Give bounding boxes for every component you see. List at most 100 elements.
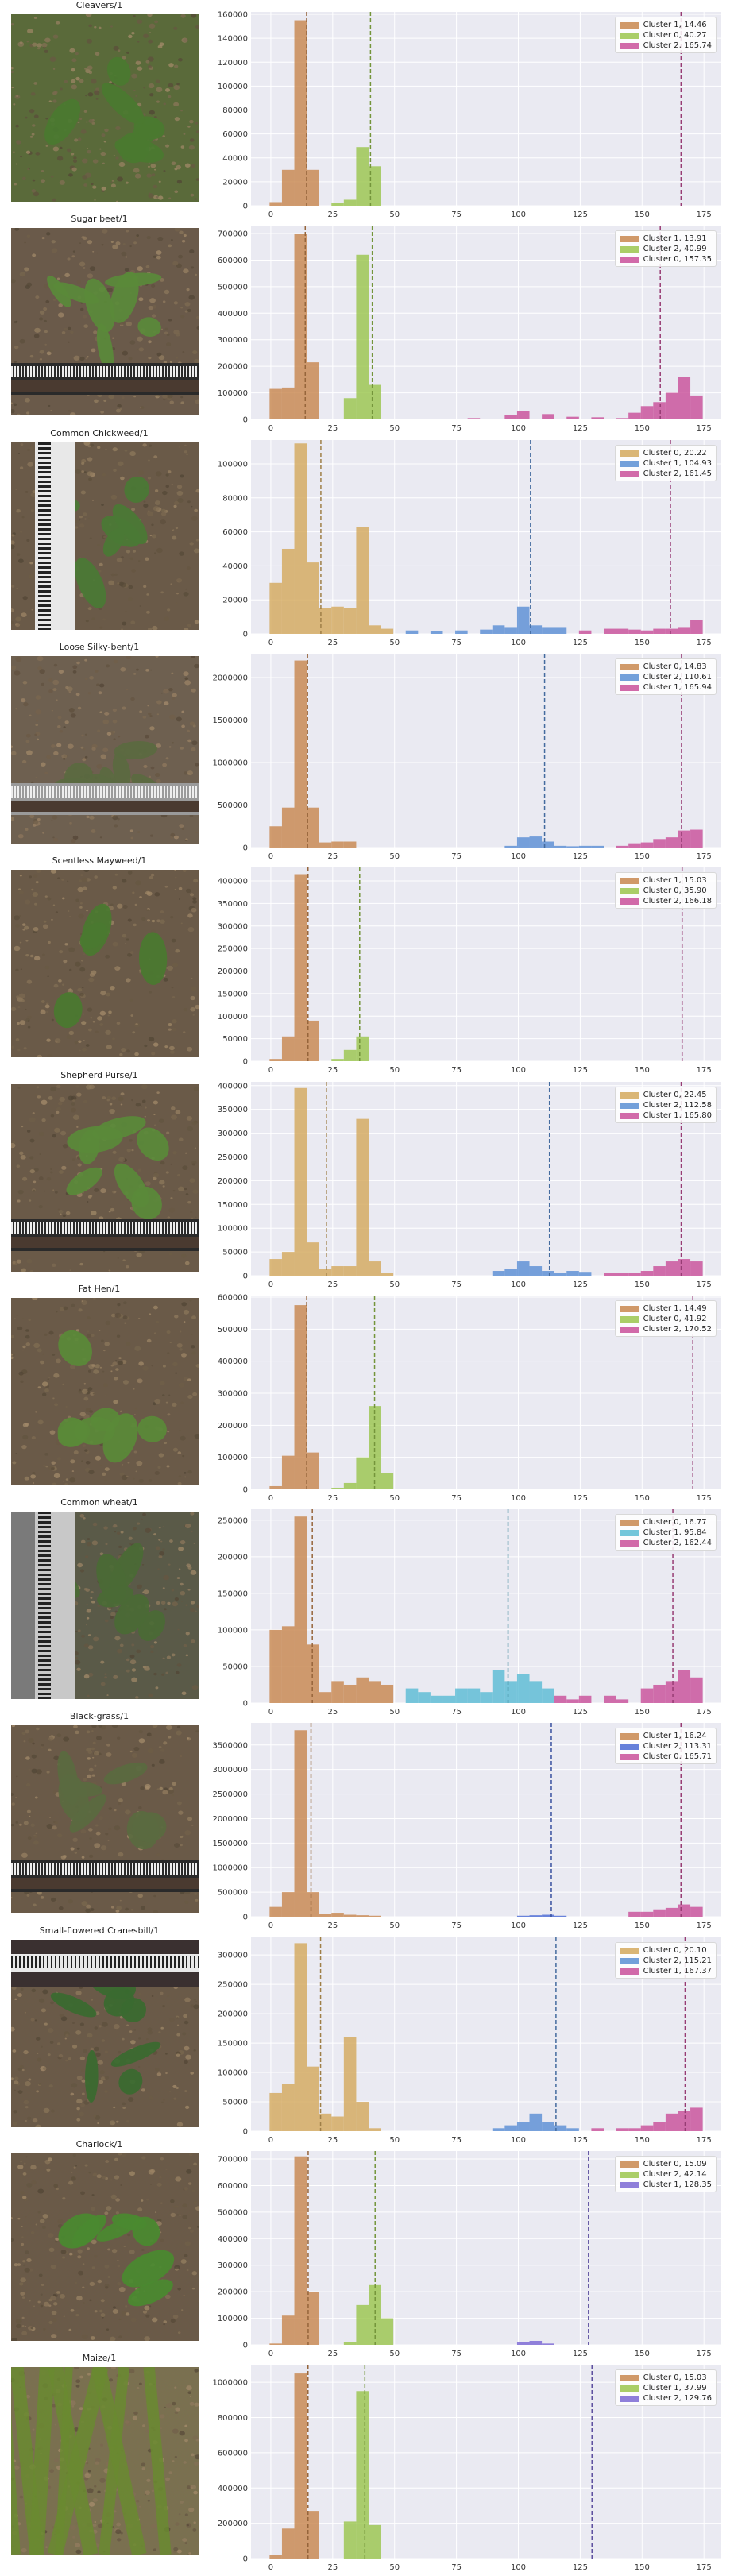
y-tick-label: 400000 [218, 1082, 248, 1091]
y-tick-label: 0 [243, 631, 248, 639]
histogram-bar [665, 1261, 678, 1276]
y-tick-label: 250000 [218, 1153, 248, 1162]
histogram-bar [381, 628, 394, 634]
legend-item: Cluster 2, 40.99 [619, 244, 712, 254]
legend-swatch [619, 235, 639, 242]
histogram-bar [356, 2391, 369, 2559]
histogram-bar [343, 608, 357, 634]
plant-photo [11, 2367, 199, 2555]
legend-swatch [619, 256, 639, 263]
leaf-shape [118, 2068, 143, 2095]
histogram-bar [294, 443, 307, 634]
y-tick-label: 300000 [218, 336, 248, 345]
y-tick-label: 400000 [218, 2485, 248, 2493]
legend-label: Cluster 2, 165.74 [643, 41, 712, 50]
legend-label: Cluster 1, 165.80 [643, 1111, 712, 1120]
x-tick-label: 100 [511, 1708, 526, 1717]
x-tick-label: 150 [635, 1921, 650, 1930]
histogram-bar [542, 1688, 554, 1703]
histogram-bar [653, 1266, 666, 1276]
x-tick-label: 50 [389, 639, 400, 647]
legend-label: Cluster 2, 110.61 [643, 673, 712, 682]
plant-photo [11, 1940, 199, 2127]
histogram-bar [591, 2128, 604, 2131]
x-tick-label: 175 [697, 424, 712, 433]
x-tick-label: 25 [327, 852, 338, 861]
histogram-bar [653, 1684, 666, 1703]
histogram-bar [529, 2113, 543, 2131]
legend: Cluster 0, 15.09 Cluster 2, 42.14 Cluster … [614, 2156, 717, 2192]
histogram-bar [628, 629, 641, 634]
x-tick-label: 50 [389, 424, 400, 433]
histogram-bar [678, 1259, 691, 1276]
y-tick-label: 200000 [218, 363, 248, 372]
legend-label: Cluster 0, 16.77 [643, 1518, 707, 1527]
y-tick-label: 350000 [218, 900, 248, 909]
histogram-chart: 0 25 50 75 100 125 150 175 0 50000 100000 150000 200… [218, 1082, 721, 1289]
x-tick-label: 25 [327, 1494, 338, 1503]
x-tick-label: 75 [451, 1708, 462, 1717]
histogram-bar [356, 1457, 369, 1489]
plant-photo-frame [11, 1298, 199, 1485]
chart-row: Common Chickweed/1 0 25 50 75 100 125 150 175 0 20… [0, 428, 734, 647]
y-tick-label: 200000 [218, 1422, 248, 1431]
histogram-bar [616, 845, 629, 848]
histogram-bar [356, 1036, 369, 1061]
histogram-bar [343, 1049, 357, 1061]
histogram-bar [356, 147, 369, 206]
x-tick-label: 100 [511, 1066, 526, 1075]
legend: Cluster 0, 15.03 Cluster 1, 37.99 Cluster … [614, 2369, 717, 2406]
histogram-bar [604, 1695, 616, 1703]
histogram-bar [455, 630, 468, 634]
legend-swatch [619, 1519, 639, 1526]
histogram-bar [307, 2066, 319, 2131]
histogram-bar [616, 418, 629, 419]
y-tick-label: 300000 [218, 922, 248, 931]
histogram-bar [467, 418, 481, 419]
legend-swatch [619, 42, 639, 49]
leaf-shape [79, 922, 108, 950]
photo-title: Black-grass/1 [69, 1711, 129, 1721]
legend-label: Cluster 0, 20.22 [643, 449, 707, 458]
histogram-bar [319, 2113, 332, 2131]
legend-swatch [619, 1315, 639, 1323]
histogram-bar [504, 2125, 517, 2131]
x-tick-label: 175 [697, 1066, 712, 1075]
x-tick-label: 175 [697, 1708, 712, 1717]
histogram-bar [690, 1906, 703, 1917]
legend-item: Cluster 2, 42.14 [619, 2169, 712, 2180]
histogram-bar [294, 660, 307, 848]
plant-photo-frame [11, 228, 199, 415]
histogram-bar [356, 1677, 369, 1703]
y-tick-label: 2500000 [212, 1790, 248, 1799]
legend-label: Cluster 2, 112.58 [643, 1101, 712, 1110]
x-tick-label: 150 [635, 1280, 650, 1289]
histogram-bar [640, 842, 654, 848]
leaf-shape [75, 558, 106, 609]
histogram-bar [628, 843, 641, 848]
x-tick-label: 0 [268, 852, 273, 861]
y-tick-label: 200000 [218, 2520, 248, 2528]
histogram-bar [294, 874, 307, 1061]
legend-swatch [619, 898, 639, 905]
legend-item: Cluster 2, 162.44 [619, 1538, 712, 1548]
x-tick-label: 100 [511, 1921, 526, 1930]
x-tick-label: 100 [511, 424, 526, 433]
histogram-bar [331, 1059, 344, 1061]
y-tick-label: 0 [243, 2342, 248, 2350]
histogram-bar [269, 202, 282, 206]
legend-swatch [619, 2181, 639, 2188]
x-tick-label: 150 [635, 1066, 650, 1075]
histogram-bar [504, 415, 517, 419]
histogram-bar [492, 1670, 505, 1703]
legend-item: Cluster 0, 15.03 [619, 2373, 712, 2383]
histogram-bar [616, 1273, 629, 1276]
legend-label: Cluster 0, 165.71 [643, 1752, 712, 1761]
plant-photo-frame [11, 1512, 199, 1699]
legend: Cluster 0, 22.45 Cluster 2, 112.58 Cluster… [614, 1087, 717, 1123]
histogram-bar [356, 1118, 369, 1276]
x-tick-label: 75 [451, 2350, 462, 2358]
leaf-shape [103, 1762, 148, 1785]
legend-swatch [619, 1957, 639, 1964]
x-tick-label: 75 [451, 1280, 462, 1289]
